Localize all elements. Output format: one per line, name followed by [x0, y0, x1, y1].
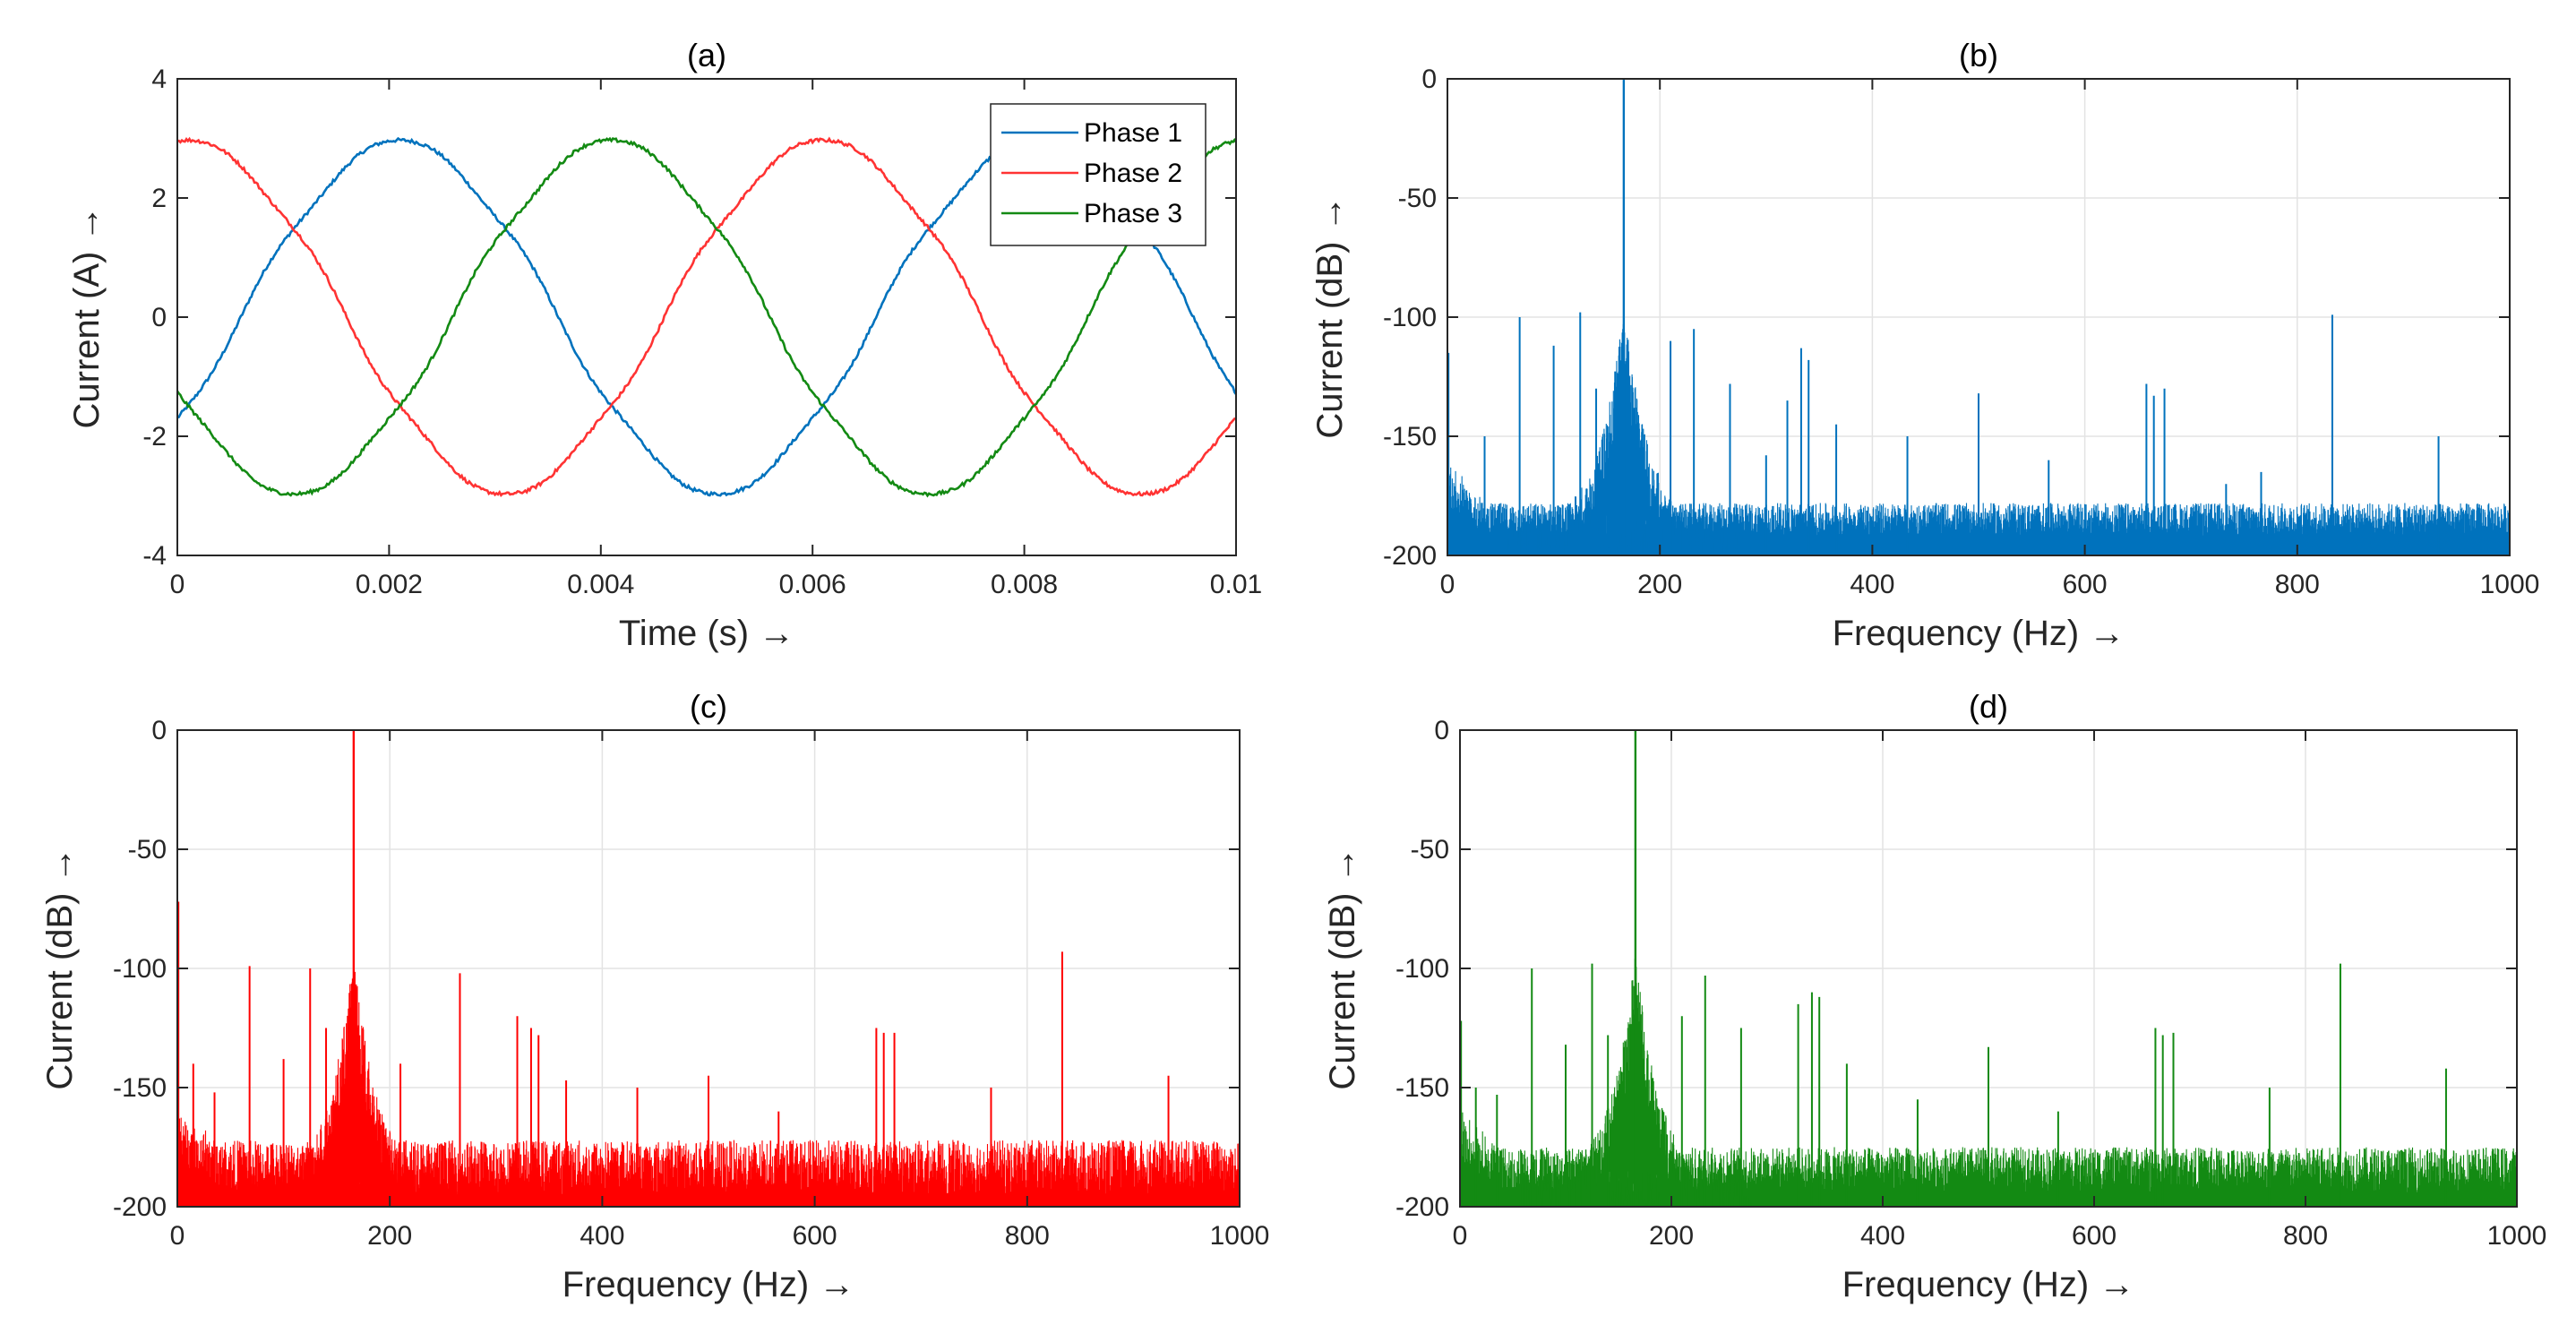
y-tick-label: -200: [1395, 1192, 1449, 1222]
panel-a-time-plot: 0 0.002 0.004 0.006 0.008 0.01 -4 -2 0 2 4 (a) Time …: [67, 37, 1262, 653]
panel-b-spectrum-phase-1: 0 200 400 600 800 1000 -200 -150 -100 -50 0 (b) Freq…: [1310, 37, 2539, 653]
x-tick-label: 0.006: [779, 570, 846, 599]
y-tick-label: -150: [113, 1073, 167, 1103]
y-tick-label: 0: [151, 303, 167, 332]
x-tick-label: 200: [367, 1221, 412, 1251]
y-tick-label: 0: [151, 716, 167, 745]
y-tick-label: -100: [1395, 954, 1449, 984]
x-tick-label: 1000: [1210, 1221, 1270, 1251]
chart-title: (d): [1969, 688, 2008, 725]
x-axis-label: Frequency (Hz) →: [1833, 614, 2125, 653]
y-axis-label: Current (A) →: [67, 206, 107, 429]
x-tick-label: 0.01: [1210, 570, 1262, 599]
x-tick-label: 400: [1850, 570, 1894, 599]
panel-d-spectrum-phase-3: 0 200 400 600 800 1000 -200 -150 -100 -50 0 (d) Freq…: [1323, 688, 2546, 1304]
y-axis-label: Current (dB) →: [40, 847, 80, 1089]
x-tick-label: 600: [793, 1221, 837, 1251]
legend-entry-label: Phase 3: [1084, 199, 1182, 228]
x-tick-label: 0.002: [356, 570, 423, 599]
x-tick-label: 0: [1440, 570, 1455, 599]
x-axis-label: Time (s) →: [619, 614, 794, 653]
y-tick-label: 2: [151, 184, 167, 213]
x-tick-label: 600: [2072, 1221, 2117, 1251]
x-tick-label: 0: [1453, 1221, 1468, 1251]
y-axis-label: Current (dB) →: [1323, 847, 1362, 1089]
x-tick-label: 1000: [2487, 1221, 2547, 1251]
x-axis-label: Frequency (Hz) →: [1842, 1265, 2135, 1304]
x-tick-label: 0: [170, 1221, 185, 1251]
x-tick-label: 200: [1649, 1221, 1694, 1251]
y-tick-label: -200: [1383, 541, 1437, 571]
y-tick-label: -2: [142, 422, 167, 452]
legend-box: [990, 103, 1206, 246]
x-tick-label: 400: [580, 1221, 624, 1251]
x-tick-label: 600: [2063, 570, 2108, 599]
legend-entry-label: Phase 1: [1084, 118, 1182, 148]
y-tick-label: -4: [142, 541, 167, 571]
x-tick-label: 0: [170, 570, 185, 599]
chart-title: (c): [690, 688, 727, 725]
x-tick-label: 400: [1860, 1221, 1905, 1251]
panel-c-spectrum-phase-2: 0 200 400 600 800 1000 -200 -150 -100 -50 0 (c) Freq…: [40, 688, 1269, 1304]
series-line-phase-3: [176, 136, 1238, 498]
x-tick-label: 200: [1637, 570, 1682, 599]
y-tick-label: 0: [1421, 65, 1437, 94]
x-tick-label: 800: [2283, 1221, 2328, 1251]
y-axis-label: Current (dB) →: [1310, 195, 1350, 438]
y-tick-label: -200: [113, 1192, 167, 1222]
chart-title: (b): [1959, 37, 1998, 73]
y-tick-label: -100: [1383, 303, 1437, 332]
fundamental-skirt: [1507, 312, 1741, 555]
x-tick-label: 0.008: [991, 570, 1058, 599]
y-tick-label: -50: [1398, 184, 1437, 213]
y-tick-label: -150: [1395, 1073, 1449, 1103]
x-tick-label: 800: [2275, 570, 2320, 599]
x-tick-label: 1000: [2480, 570, 2540, 599]
y-tick-label: 4: [151, 65, 167, 94]
chart-title: (a): [687, 37, 726, 73]
fundamental-skirt: [236, 971, 471, 1207]
y-tick-label: -50: [1411, 835, 1449, 865]
y-tick-label: -50: [128, 835, 167, 865]
x-axis-label: Frequency (Hz) →: [562, 1265, 855, 1304]
x-tick-label: 0.004: [567, 570, 634, 599]
y-tick-label: 0: [1434, 716, 1449, 745]
legend-entry-label: Phase 2: [1084, 159, 1182, 188]
x-tick-label: 800: [1005, 1221, 1050, 1251]
series-line-phase-2: [176, 136, 1237, 497]
y-tick-label: -150: [1383, 422, 1437, 452]
legend: Phase 1 Phase 2 Phase 3: [990, 103, 1206, 246]
y-tick-label: -100: [113, 954, 167, 984]
